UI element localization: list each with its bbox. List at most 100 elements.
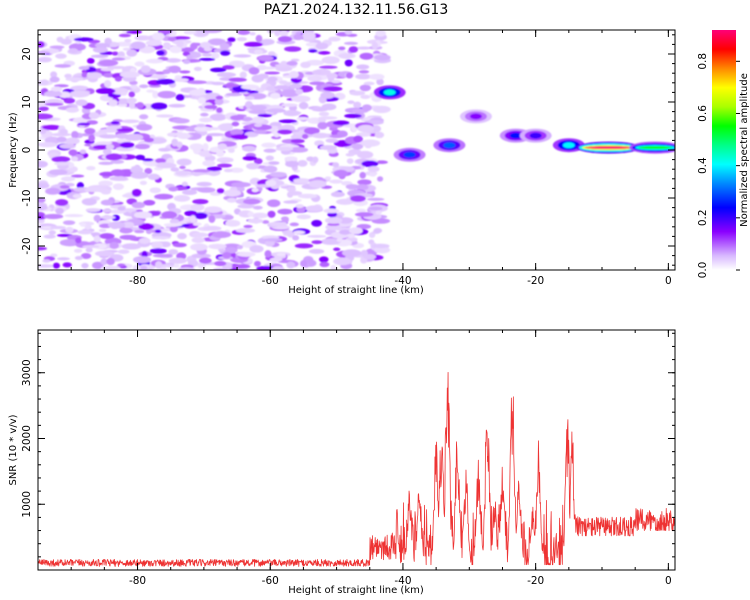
noise-blob — [204, 104, 218, 110]
noise-blob — [86, 166, 96, 171]
colorbar: 0.0 0.2 0.4 0.6 0.8 Normalized spectral ampl… — [697, 30, 750, 278]
noise-blob — [242, 198, 261, 205]
noise-blob — [171, 138, 179, 147]
noise-blob — [119, 141, 135, 149]
noise-blob — [163, 43, 172, 50]
noise-blob — [136, 123, 153, 131]
noise-blob — [204, 206, 222, 214]
noise-blob — [188, 172, 207, 176]
noise-blob — [214, 260, 227, 267]
noise-blob — [235, 228, 256, 234]
x-tick-label: -20 — [527, 275, 544, 287]
noise-blob — [98, 180, 113, 187]
noise-blob — [372, 105, 391, 114]
noise-blob — [193, 66, 202, 71]
noise-blob — [233, 54, 252, 58]
noise-blob — [296, 214, 311, 220]
noise-blob — [152, 254, 172, 258]
noise-blob — [275, 65, 293, 72]
noise-blob — [251, 116, 265, 124]
x-tick-label: 0 — [665, 575, 672, 587]
y-tick-label: 2000 — [21, 425, 33, 452]
noise-blob — [333, 247, 341, 252]
noise-blob — [85, 208, 101, 213]
noise-blob — [183, 59, 191, 64]
noise-blob — [177, 232, 187, 240]
noise-blob — [100, 215, 116, 220]
noise-blob — [64, 73, 72, 79]
noise-blob — [141, 158, 154, 162]
noise-blob — [289, 83, 303, 89]
noise-blob — [38, 101, 48, 107]
noise-blob — [274, 30, 281, 37]
noise-blob — [93, 235, 101, 243]
noise-blob — [252, 205, 263, 210]
y-tick-label: 3000 — [21, 359, 33, 386]
noise-blob — [43, 213, 64, 220]
noise-blob — [311, 240, 323, 245]
noise-blob — [88, 112, 100, 120]
noise-blob — [222, 251, 232, 259]
noise-blob — [344, 113, 362, 119]
noise-blob — [357, 124, 375, 133]
snr-frame — [37, 329, 676, 571]
noise-blob — [287, 191, 303, 196]
noise-blob — [179, 47, 195, 53]
noise-blob — [265, 155, 275, 161]
noise-blob — [249, 245, 264, 253]
noise-blob — [175, 94, 185, 101]
noise-blob — [98, 228, 107, 233]
noise-blob — [354, 212, 374, 217]
noise-blob — [215, 95, 224, 100]
noise-blob — [196, 181, 212, 187]
noise-blob — [143, 199, 156, 206]
noise-blob — [50, 86, 63, 92]
noise-blob — [307, 75, 318, 82]
noise-blob — [279, 30, 289, 37]
noise-blob — [319, 65, 338, 69]
noise-blob — [222, 83, 240, 88]
noise-blob — [90, 232, 101, 237]
noise-blob — [247, 90, 259, 94]
noise-blob — [199, 117, 213, 123]
noise-blob — [54, 64, 71, 68]
noise-blob — [157, 90, 177, 99]
noise-blob — [344, 59, 353, 67]
noise-blob — [191, 237, 206, 243]
noise-blob — [59, 143, 76, 149]
y-tick-label: -10 — [21, 189, 33, 206]
noise-blob — [38, 113, 54, 120]
noise-blob — [197, 97, 206, 104]
noise-blob — [345, 184, 360, 190]
noise-blob — [205, 135, 213, 142]
noise-blob — [343, 41, 358, 45]
noise-blob — [59, 239, 80, 247]
noise-blob — [62, 220, 76, 226]
noise-blob — [124, 133, 144, 141]
noise-blob — [291, 95, 311, 103]
noise-blob — [300, 61, 311, 69]
x-tick-label: -40 — [394, 275, 411, 287]
x-tick-label: -60 — [262, 275, 279, 287]
noise-blob — [100, 265, 121, 270]
noise-blob — [139, 180, 148, 185]
noise-blob — [43, 234, 56, 239]
noise-blob — [299, 259, 308, 268]
noise-blob — [117, 206, 126, 211]
noise-blob — [289, 222, 299, 227]
noise-blob — [55, 199, 69, 207]
spectrogram-frame — [37, 29, 676, 271]
noise-blob — [333, 169, 349, 178]
noise-blob — [168, 257, 187, 264]
noise-blob — [293, 178, 311, 184]
noise-blob — [251, 212, 269, 219]
colorbar-tick-label: 0.8 — [697, 53, 709, 70]
snr-xlabel: Height of straight line (km) — [288, 585, 424, 596]
noise-blob — [206, 132, 225, 137]
noise-blob — [345, 72, 354, 79]
colorbar-tick-label: 0.4 — [697, 157, 709, 174]
noise-blob — [50, 71, 58, 78]
noise-blob — [177, 266, 196, 270]
noise-blob — [172, 118, 190, 124]
